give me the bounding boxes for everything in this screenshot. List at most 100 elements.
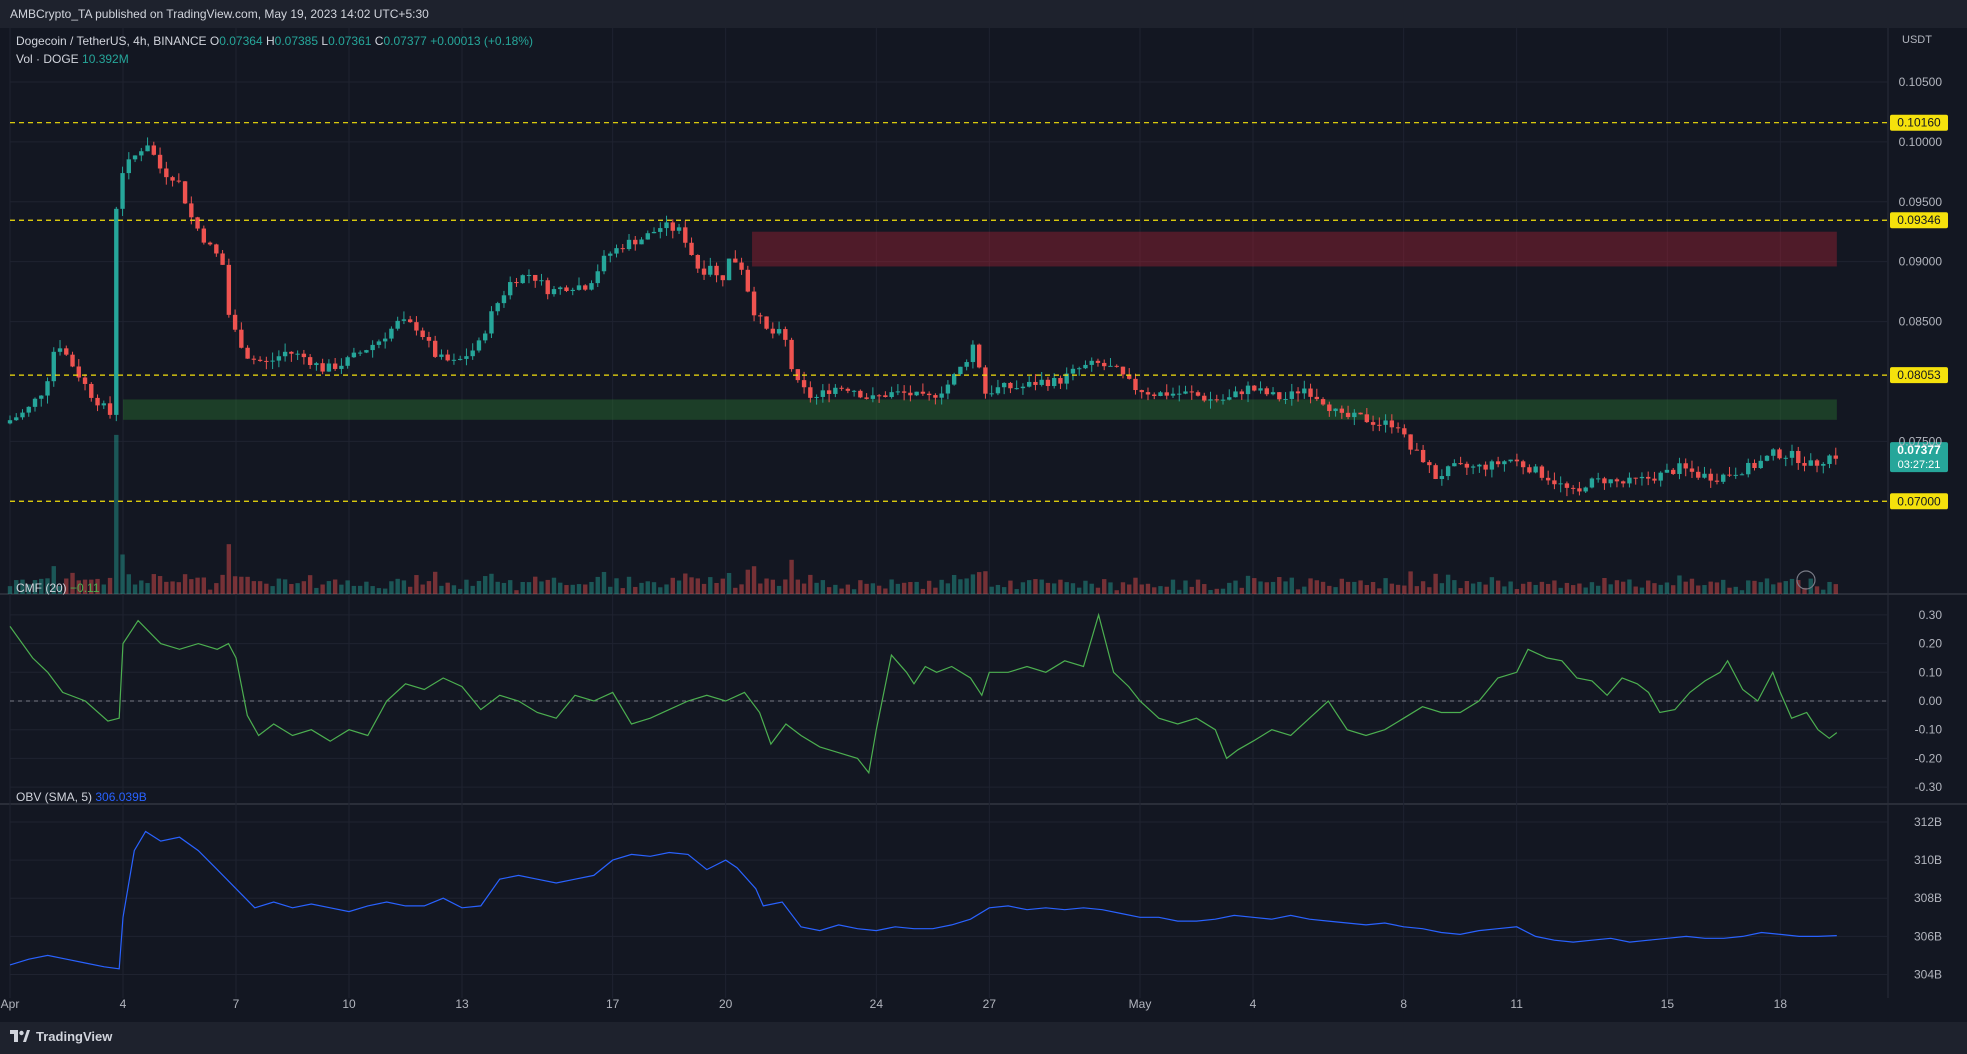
candle-body xyxy=(276,356,282,361)
volume-bar xyxy=(1764,578,1770,594)
volume-bar xyxy=(314,587,319,594)
candle-body xyxy=(1514,459,1520,462)
candle-body xyxy=(1520,461,1526,468)
volume-bar xyxy=(989,586,994,594)
candle-body xyxy=(658,228,663,232)
bearish-zone xyxy=(752,231,1837,267)
volume-bar xyxy=(751,566,757,594)
volume-bar xyxy=(776,585,782,594)
volume-bar xyxy=(207,589,213,594)
candle-body xyxy=(1783,457,1788,459)
candle-body xyxy=(933,395,938,398)
candle-body xyxy=(1464,463,1470,468)
candle-body xyxy=(1008,382,1013,389)
volume-bar xyxy=(1783,581,1788,594)
candle-body xyxy=(1589,478,1595,488)
high-label: H xyxy=(265,34,275,48)
volume-bar xyxy=(1708,581,1713,594)
volume-bar xyxy=(1277,577,1282,594)
level-label: 0.10160 xyxy=(1897,116,1941,130)
volume-bar xyxy=(683,573,688,594)
candle-body xyxy=(1233,391,1238,398)
volume-bar xyxy=(295,583,300,594)
volume-bar xyxy=(439,585,444,594)
volume-bar xyxy=(964,578,969,594)
chart-axes: Apr 4 7 10 13 17 20 24 27 May 4 8 11 15 180.105000.100… xyxy=(1,75,1943,1011)
volume-bar xyxy=(1020,582,1026,594)
volume-bar xyxy=(883,588,888,594)
volume-bar xyxy=(407,586,413,594)
volume-bar xyxy=(389,581,394,594)
volume-bar xyxy=(1483,584,1488,594)
candle-body xyxy=(1214,399,1219,401)
last-price-label: 0.07377 xyxy=(1897,443,1941,457)
volume-bar xyxy=(1064,582,1069,594)
volume-bar xyxy=(1383,578,1388,594)
candle-body xyxy=(1183,391,1188,394)
supply-demand-zones xyxy=(123,231,1837,420)
volume-bar xyxy=(945,583,951,594)
volume-bar xyxy=(1127,584,1132,594)
candle-body xyxy=(1614,479,1620,482)
volume-bar xyxy=(1677,575,1682,594)
candle-body xyxy=(808,387,813,398)
volume-bar xyxy=(1339,578,1345,594)
tradingview-logo[interactable]: TradingView xyxy=(10,1029,112,1044)
candle-body xyxy=(1170,393,1176,396)
candle-body xyxy=(1595,478,1601,480)
volume-bar xyxy=(1014,589,1019,594)
candle-body xyxy=(1414,449,1420,451)
candle-body xyxy=(345,357,350,366)
candle-body xyxy=(714,265,719,276)
price-chart[interactable]: 0.10160 0.09346 0.08053 0.07000 0.07377 03:27… xyxy=(0,28,1967,1022)
candle-body xyxy=(226,264,232,315)
volume-bar xyxy=(70,572,75,594)
level-badge xyxy=(1890,493,1948,510)
volume-bar xyxy=(1314,580,1319,594)
volume-bar xyxy=(326,581,332,594)
volume-bar xyxy=(132,584,138,594)
volume-bar xyxy=(45,578,50,594)
candle-body xyxy=(851,390,857,392)
candle-body xyxy=(1495,461,1501,465)
volume-bar xyxy=(1233,580,1238,594)
volume-bar xyxy=(976,572,982,594)
candle-body xyxy=(439,354,444,357)
volume-bar xyxy=(970,574,976,594)
volume-bar xyxy=(1164,586,1169,594)
candle-body xyxy=(195,217,200,229)
candle-body xyxy=(1158,392,1163,397)
candle-body xyxy=(1070,368,1076,374)
open-value: 0.07364 xyxy=(219,34,263,48)
volume-bar xyxy=(1589,582,1595,594)
candle-body xyxy=(995,387,1001,394)
candle-body xyxy=(1433,465,1438,480)
candle-body xyxy=(1252,385,1257,391)
candle-body xyxy=(551,289,557,295)
candle-body xyxy=(1114,365,1119,367)
volume-bar xyxy=(708,577,713,594)
candle-body xyxy=(1227,397,1232,400)
candle-body xyxy=(758,315,763,317)
candle-body xyxy=(307,357,313,366)
volume-bar xyxy=(908,582,913,594)
date-tick-label: 4 xyxy=(120,997,127,1011)
candle-body xyxy=(801,380,807,388)
date-tick-label: 11 xyxy=(1510,997,1523,1011)
candle-body xyxy=(895,391,901,393)
candle-body xyxy=(1095,360,1101,363)
candle-body xyxy=(1552,480,1557,485)
volume-bar xyxy=(57,586,63,594)
volume-bar xyxy=(189,579,194,594)
volume-bar xyxy=(1427,587,1432,594)
volume-bar xyxy=(783,579,788,594)
cmf-line xyxy=(9,612,1838,775)
volume-bar xyxy=(1514,589,1520,594)
volume-bar xyxy=(826,587,832,594)
volume-bar xyxy=(151,574,156,594)
candle-body xyxy=(1714,480,1720,482)
volume-bar xyxy=(1408,571,1413,594)
price-tick-label: 0.08500 xyxy=(1899,315,1943,329)
volume-bar xyxy=(270,586,275,594)
volume-bar xyxy=(1026,580,1032,594)
